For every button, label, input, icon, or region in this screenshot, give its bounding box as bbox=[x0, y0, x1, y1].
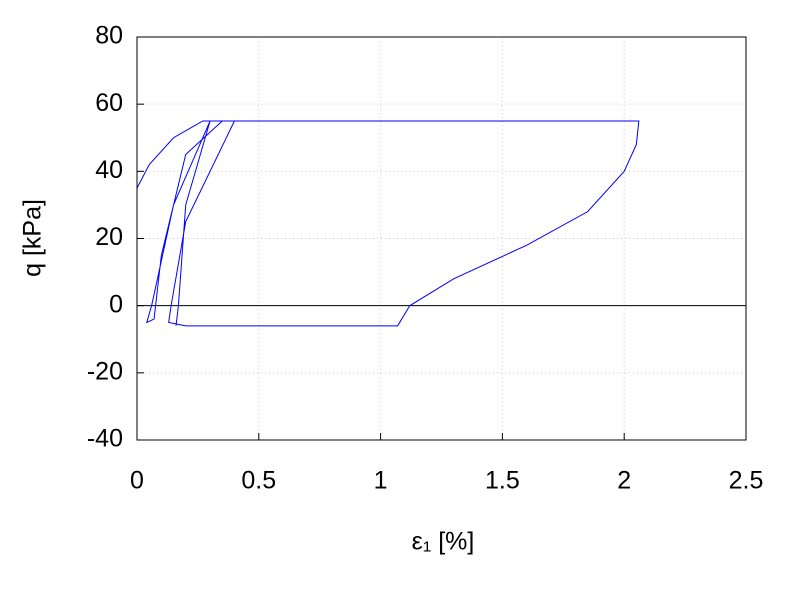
x-axis-label: ε₁ [%] bbox=[412, 528, 475, 556]
y-axis-label: q [kPa] bbox=[19, 199, 47, 277]
y-tick-label: -20 bbox=[87, 357, 123, 385]
x-tick-label: 0 bbox=[130, 467, 144, 495]
x-tick-label: 2 bbox=[617, 467, 631, 495]
y-tick-label: 0 bbox=[109, 290, 123, 318]
y-tick-label: 80 bbox=[95, 22, 123, 50]
y-tick-label: 20 bbox=[95, 223, 123, 251]
y-tick-label: 60 bbox=[95, 89, 123, 117]
x-tick-label: 0.5 bbox=[241, 467, 276, 495]
plot-frame bbox=[136, 36, 747, 441]
y-tick-label: 40 bbox=[95, 156, 123, 184]
x-tick-label: 1 bbox=[374, 467, 388, 495]
y-tick-label: -40 bbox=[87, 425, 123, 453]
x-tick-label: 1.5 bbox=[485, 467, 520, 495]
x-tick-label: 2.5 bbox=[729, 467, 764, 495]
data-line bbox=[136, 120, 640, 327]
